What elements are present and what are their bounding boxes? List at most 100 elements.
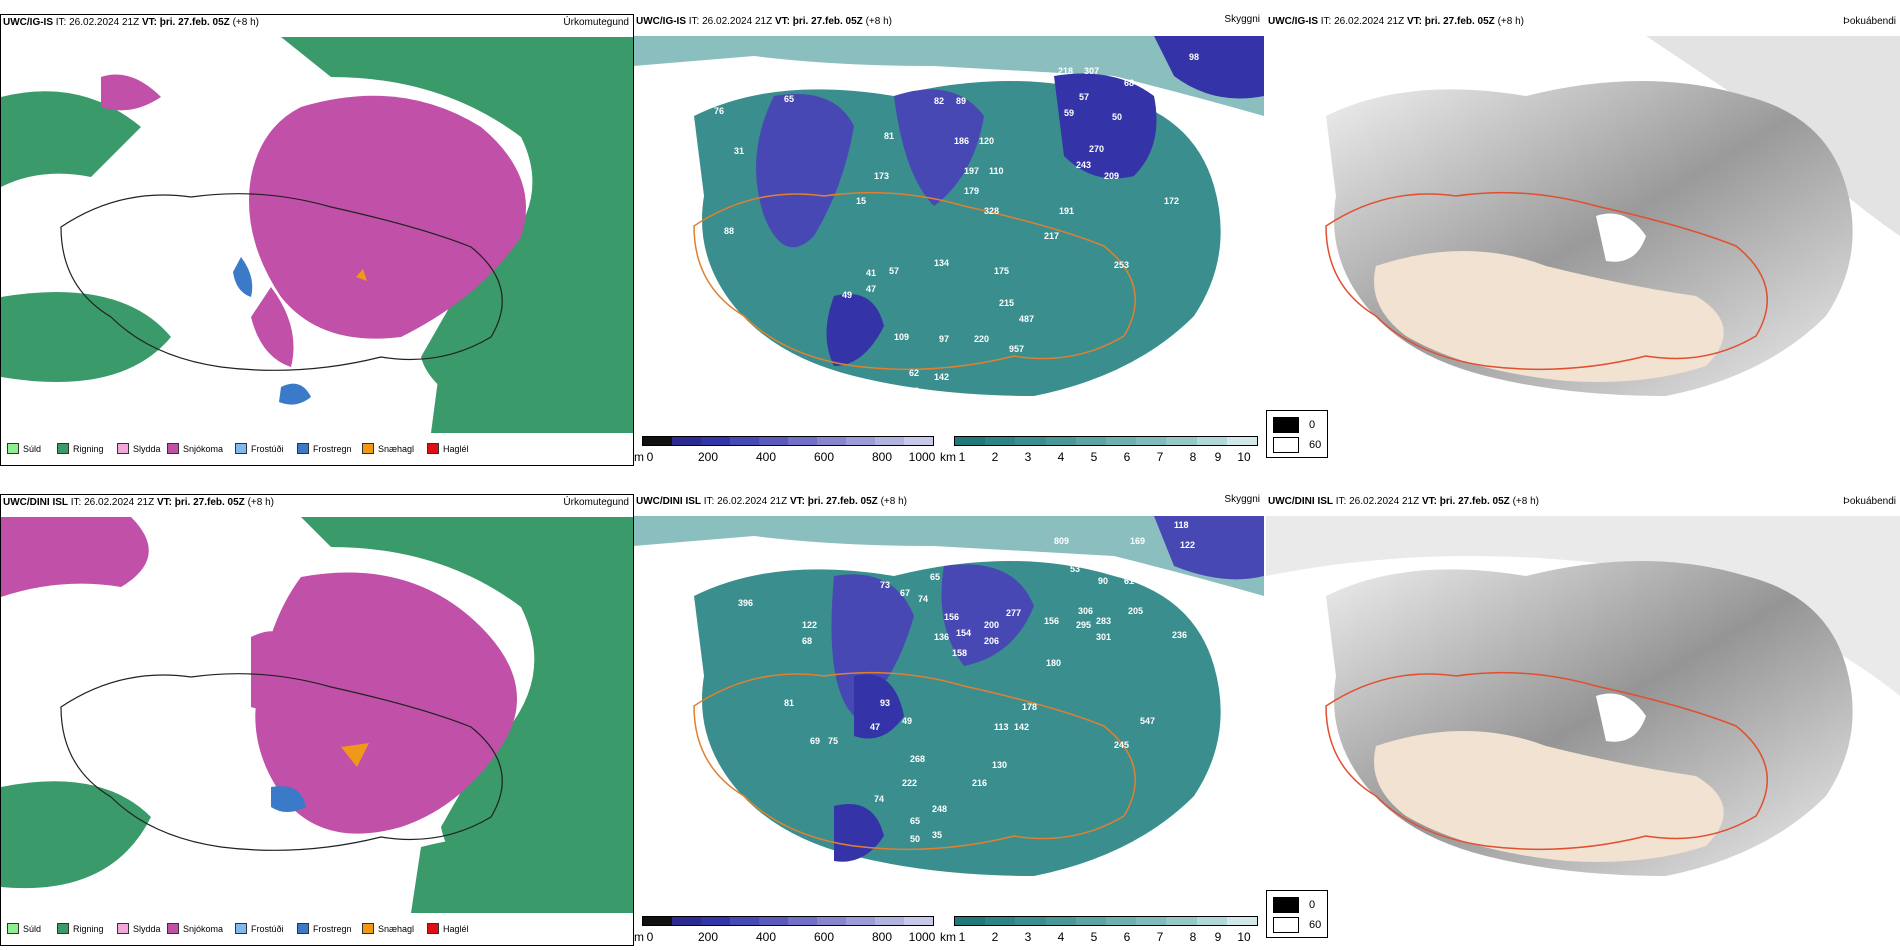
colorbar-km — [954, 436, 1258, 446]
colorbar-segment — [1045, 437, 1076, 445]
colorbar-segment — [846, 917, 875, 925]
tick: 1000 — [908, 450, 936, 464]
tick: 400 — [755, 930, 777, 944]
vis-label: 136 — [934, 632, 950, 642]
vis-label: 75 — [828, 736, 839, 746]
vis-label: 84 — [950, 556, 961, 566]
vis-label: 134 — [934, 258, 950, 268]
colorbar-segment — [846, 437, 875, 445]
it-label: IT: — [55, 17, 67, 28]
vis-label: 53 — [909, 386, 920, 396]
vis-label: 73 — [880, 580, 891, 590]
vis-label: 306 — [1078, 606, 1094, 616]
tick: 3 — [1024, 450, 1032, 464]
colorbar-segment — [1015, 437, 1046, 445]
vis-label: 65 — [784, 94, 795, 104]
unit-km: km — [940, 930, 956, 944]
colorbar-segment — [1136, 917, 1167, 925]
tick: 2 — [991, 450, 999, 464]
vis-label: 307 — [1084, 66, 1100, 76]
legend-item-snaehagl: Snæhagl — [362, 923, 414, 934]
tick: 1 — [958, 450, 966, 464]
fog-panel: UWC/DINI ISL IT: 26.02.2024 21Z VT: þri.… — [1266, 494, 1900, 944]
vis-label: 57 — [1079, 92, 1090, 102]
colorbar-segment — [817, 437, 846, 445]
panel-header: UWC/DINI ISL IT: 26.02.2024 21Z VT: þri.… — [3, 497, 274, 508]
vis-label: 15 — [856, 196, 867, 206]
vis-label: 82 — [934, 96, 945, 106]
tick: 3 — [1024, 930, 1032, 944]
colorbar-segment — [701, 917, 730, 925]
tick: 8 — [1189, 930, 1197, 944]
vis-label: 69 — [810, 736, 821, 746]
fog-legend: 0 60 — [1266, 410, 1328, 458]
vis-label: 156 — [780, 554, 796, 564]
vis-label: 90 — [1098, 576, 1109, 586]
tick: 6 — [1123, 930, 1131, 944]
vis-label: 200 — [984, 620, 1000, 630]
panel-product-name: Skyggni — [1224, 14, 1260, 25]
fog-legend-min: 0 — [1309, 419, 1316, 431]
vis-label: 49 — [842, 290, 853, 300]
tick: 5 — [1090, 450, 1098, 464]
vis-label: 74 — [918, 594, 929, 604]
vis-label: 76 — [714, 106, 725, 116]
visibility-colorbar-m: m 0 200 400 600 800 1000 — [634, 916, 935, 944]
legend-item-rigning: Rigning — [57, 443, 104, 454]
fog-legend: 0 60 — [1266, 890, 1328, 938]
tick: 800 — [871, 450, 893, 464]
colorbar-segment — [701, 437, 730, 445]
vis-label: 173 — [874, 171, 890, 181]
unit-m: m — [634, 450, 644, 464]
panel-header: UWC/DINI ISL IT: 26.02.2024 21Z VT: þri.… — [636, 496, 907, 507]
precip-type-panel: UWC/DINI ISL IT: 26.02.2024 21Z VT: þri.… — [0, 494, 634, 946]
colorbar-segment — [1226, 917, 1258, 925]
vis-label: 268 — [910, 754, 926, 764]
visibility-map: 129 156 396 122 68 73 67 74 84 65 156 15… — [634, 516, 1264, 912]
vis-label: 169 — [1130, 536, 1146, 546]
vis-label: 47 — [870, 722, 881, 732]
colorbar-segment — [1075, 917, 1107, 925]
colorbar-segment — [788, 437, 817, 445]
tick: 400 — [755, 450, 777, 464]
it-value: 26.02.2024 21Z — [69, 17, 140, 28]
visibility-colorbar-km: km 1 2 3 4 5 6 7 8 9 10 — [940, 916, 1264, 944]
colorbar-segment — [1226, 437, 1258, 445]
fog-legend-max: 60 — [1309, 439, 1322, 451]
legend-item-frostudi: Frostúði — [235, 443, 284, 454]
colorbar-segment — [1196, 437, 1227, 445]
colorbar-m — [642, 436, 934, 446]
vis-label: 154 — [956, 628, 972, 638]
vis-label: 220 — [974, 334, 990, 344]
colorbar-segment — [1166, 437, 1197, 445]
panel-header: UWC/IG-IS IT: 26.02.2024 21Z VT: þri. 27… — [636, 16, 892, 27]
tick: 600 — [813, 450, 835, 464]
panel-product-name: Úrkomutegund — [563, 17, 629, 28]
vis-label: 191 — [1059, 206, 1075, 216]
colorbar-segment — [817, 917, 846, 925]
vis-label: 487 — [1019, 314, 1035, 324]
vis-label: 118 — [1174, 520, 1189, 530]
vis-label: 328 — [984, 206, 1000, 216]
visibility-map: 289 65 76 31 81 173 186 120 197 110 179 … — [634, 36, 1264, 432]
precip-legend: Súld Rigning Slydda Snjókoma Frostúði Fr… — [7, 923, 627, 937]
legend-item-haglel: Haglél — [427, 923, 469, 934]
vis-label: 53 — [1070, 564, 1081, 574]
vis-label: 179 — [964, 186, 980, 196]
precip-map — [1, 517, 633, 913]
vis-label: 178 — [1022, 702, 1038, 712]
colorbar-segment — [1106, 917, 1137, 925]
vis-label: 277 — [1006, 608, 1022, 618]
vt-label: VT: — [141, 17, 157, 28]
panel-header: UWC/DINI ISL IT: 26.02.2024 21Z VT: þri.… — [1268, 496, 1539, 507]
vis-label: 158 — [952, 648, 968, 658]
vis-label: 98 — [1189, 52, 1200, 62]
tick: 1 — [958, 930, 966, 944]
fog-legend-max: 60 — [1309, 919, 1322, 931]
tick: 0 — [646, 930, 654, 944]
tick: 7 — [1156, 930, 1164, 944]
colorbar-m — [642, 916, 934, 926]
tick: 10 — [1237, 450, 1251, 464]
colorbar-segment — [875, 437, 904, 445]
vis-label: 122 — [802, 620, 818, 630]
